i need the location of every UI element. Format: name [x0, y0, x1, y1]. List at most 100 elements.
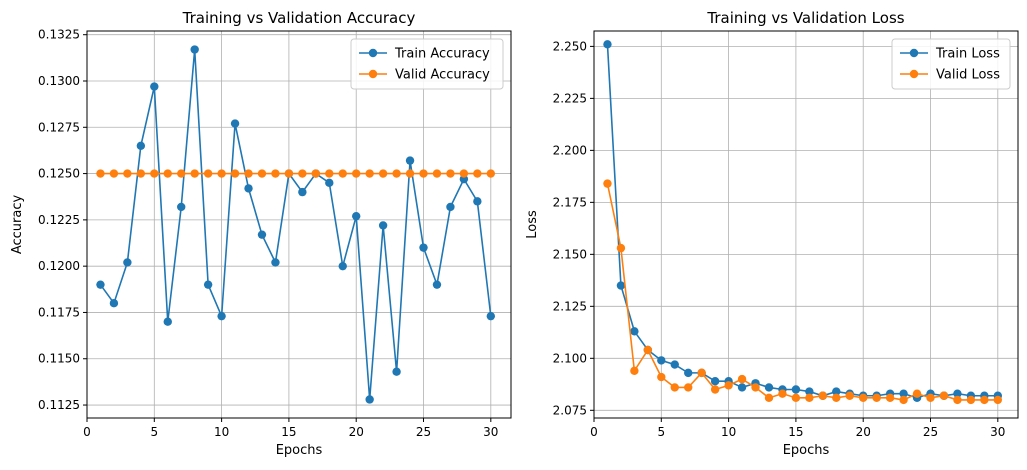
data-point [737, 374, 747, 384]
data-point [791, 393, 801, 403]
data-point [710, 376, 720, 386]
legend-marker [368, 48, 378, 58]
data-point [899, 395, 908, 405]
y-tick-label: 0.1275 [38, 120, 80, 134]
y-tick-label: 0.1300 [38, 74, 80, 88]
data-point [365, 169, 374, 178]
data-point [257, 230, 267, 239]
y-axis-label: Accuracy [10, 195, 25, 255]
data-point [872, 393, 881, 403]
legend: Train Accuracy Valid Accuracy [350, 38, 504, 90]
data-point [643, 345, 653, 355]
data-point [724, 381, 733, 390]
data-point [993, 395, 1003, 405]
x-tick-label: 10 [214, 425, 229, 439]
data-point [670, 360, 679, 369]
data-point [150, 82, 159, 91]
y-tick-label: 0.1125 [38, 398, 80, 412]
x-tick-label: 25 [923, 425, 938, 439]
data-point [378, 169, 388, 178]
legend: Train Loss Valid Loss [891, 38, 1011, 90]
data-point [953, 389, 962, 398]
y-tick-label: 2.125 [553, 299, 587, 313]
y-tick-label: 2.175 [553, 195, 587, 209]
y-tick-label: 0.1325 [38, 28, 80, 42]
legend-marker [909, 48, 919, 58]
x-tick-label: 15 [788, 425, 803, 439]
x-axis-label: Epochs [276, 443, 323, 458]
y-tick-label: 2.250 [553, 39, 587, 53]
data-point [96, 280, 105, 289]
data-point [885, 393, 895, 403]
data-point [603, 40, 612, 49]
data-point [616, 243, 626, 253]
data-point [832, 387, 841, 396]
data-point [657, 356, 666, 365]
data-point [123, 258, 132, 267]
data-point [432, 169, 442, 178]
y-tick-label: 0.1175 [38, 305, 80, 319]
legend-marker [368, 69, 378, 79]
data-point [136, 141, 146, 151]
data-point [190, 45, 199, 54]
series-line-2 [606, 183, 998, 401]
data-point [298, 169, 307, 178]
data-point [684, 368, 693, 378]
data-point [298, 187, 307, 197]
data-point [432, 280, 442, 289]
data-point [980, 395, 989, 405]
plot-frame [593, 30, 1019, 419]
data-point [217, 169, 226, 178]
chart-2: 0 5 10 15 20 25 30 2.075 2.100 2.125 2.150 2.175 2.2… [525, 9, 1019, 458]
x-axis-label: Epochs [783, 443, 830, 458]
data-point [257, 169, 267, 178]
data-point [818, 391, 828, 400]
data-point [899, 389, 908, 398]
y-tick-label: 2.150 [553, 247, 587, 261]
data-point [271, 258, 280, 267]
data-point [325, 169, 334, 178]
data-point [230, 119, 240, 128]
data-point [163, 169, 172, 178]
x-tick-label: 20 [856, 425, 871, 439]
data-point [616, 281, 626, 290]
data-point [392, 169, 401, 178]
data-point [365, 395, 374, 404]
y-axis-label: Loss [525, 210, 540, 239]
x-tick-label: 30 [990, 425, 1005, 439]
data-point [684, 383, 693, 392]
data-point [419, 243, 428, 252]
chart-title: Training vs Validation Loss [706, 9, 904, 27]
data-point [284, 169, 294, 178]
data-point [778, 389, 787, 398]
x-tick-label: 10 [721, 425, 736, 439]
data-point [791, 385, 801, 394]
x-tick-label: 0 [83, 425, 91, 439]
data-point [859, 393, 868, 403]
data-point [805, 387, 814, 396]
data-point [163, 317, 172, 326]
legend-label: Train Accuracy [394, 47, 490, 62]
y-tick-label: 2.225 [553, 91, 587, 105]
data-point [603, 179, 612, 188]
data-point [378, 221, 388, 230]
data-point [446, 202, 455, 212]
data-point [926, 393, 935, 403]
data-point [764, 383, 774, 392]
data-point [352, 211, 361, 221]
data-point [486, 311, 496, 321]
data-point [203, 169, 213, 178]
data-point [271, 169, 280, 178]
data-point [96, 169, 105, 178]
data-point [751, 383, 760, 392]
data-point [311, 169, 321, 178]
data-point [737, 383, 747, 392]
y-tick-label: 2.200 [553, 143, 587, 157]
legend-label: Valid Loss [936, 68, 1000, 83]
data-point [109, 298, 119, 308]
data-point [338, 169, 347, 178]
data-point [473, 169, 482, 178]
data-point [230, 169, 240, 178]
data-point [392, 367, 401, 376]
